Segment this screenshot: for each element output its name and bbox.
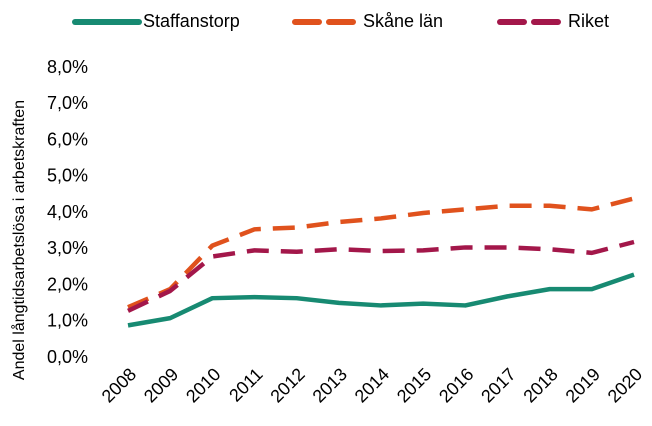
y-tick-label: 5,0%: [47, 166, 88, 186]
x-tick-label: 2008: [98, 364, 140, 406]
x-tick-label: 2009: [140, 364, 182, 406]
x-tick-label: 2019: [562, 364, 604, 406]
y-tick-label: 6,0%: [47, 129, 88, 149]
y-tick-label: 0,0%: [47, 347, 88, 367]
x-tick-label: 2011: [225, 364, 267, 406]
x-tick-label: 2020: [604, 364, 646, 406]
x-tick-label: 2018: [519, 364, 561, 406]
series-line: [127, 272, 635, 328]
y-tick-label: 7,0%: [47, 93, 88, 113]
legend-label: Staffanstorp: [143, 11, 240, 31]
legend-label: Skåne län: [363, 11, 443, 31]
y-tick-label: 3,0%: [47, 238, 88, 258]
x-tick-label: 2014: [351, 364, 393, 406]
y-tick-label: 2,0%: [47, 274, 88, 294]
x-tick-label: 2015: [393, 364, 435, 406]
x-tick-label: 2010: [182, 364, 224, 406]
x-tick-label: 2017: [477, 364, 519, 406]
y-tick-label: 8,0%: [47, 57, 88, 77]
x-tick-label: 2012: [266, 364, 308, 406]
legend-label: Riket: [568, 11, 609, 31]
y-axis-label: Andel långtidsarbetslösa i arbetskraften: [10, 100, 28, 380]
y-tick-label: 1,0%: [47, 311, 88, 331]
series-line: [127, 196, 635, 310]
y-tick-label: 4,0%: [47, 202, 88, 222]
x-tick-label: 2013: [309, 364, 351, 406]
x-tick-label: 2016: [435, 364, 477, 406]
